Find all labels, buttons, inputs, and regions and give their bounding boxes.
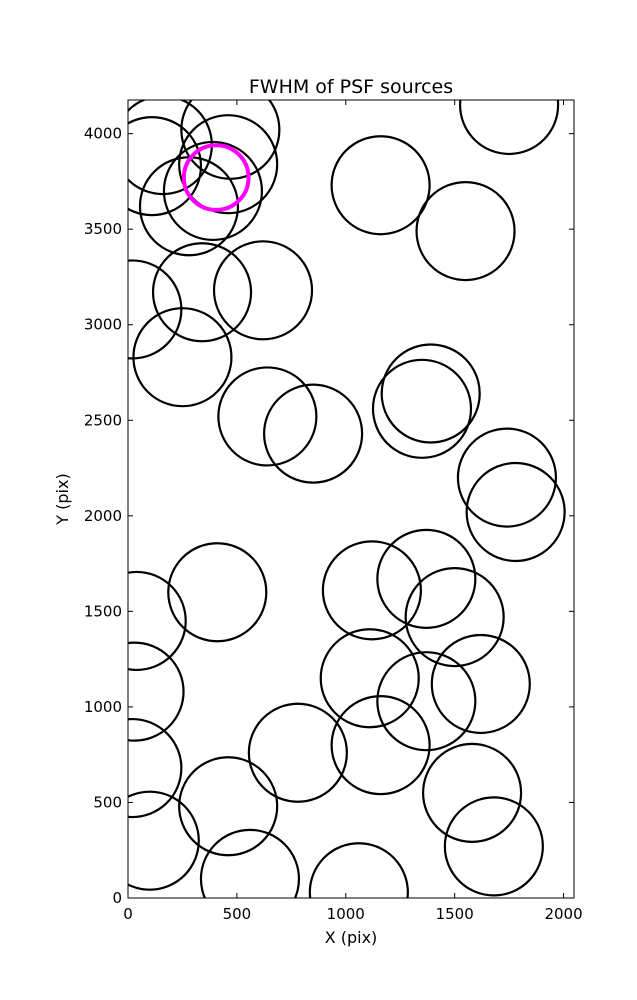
x-tick-label: 1000 — [327, 905, 365, 923]
source-circle — [128, 570, 187, 672]
data-circles — [128, 100, 566, 898]
y-tick-label: 2000 — [84, 507, 122, 525]
source-circle — [162, 140, 264, 242]
y-tick-label: 0 — [112, 889, 122, 907]
source-circle — [380, 343, 481, 444]
source-circle — [212, 240, 314, 341]
source-circle — [132, 307, 233, 408]
source-circle — [151, 242, 253, 343]
y-tick-label: 1000 — [84, 698, 122, 716]
source-circle — [430, 633, 531, 735]
x-tick-label: 2000 — [544, 905, 582, 923]
y-tick-label: 3000 — [84, 316, 122, 334]
source-circle — [128, 116, 203, 217]
x-tick-label: 0 — [123, 905, 133, 923]
source-circle — [421, 742, 523, 843]
source-circle — [217, 366, 318, 467]
source-circle — [415, 180, 516, 282]
y-tick-label: 500 — [93, 793, 122, 811]
source-circle — [199, 828, 301, 898]
y-tick-label: 2500 — [84, 411, 122, 429]
plot-frame — [127, 99, 575, 899]
source-circle — [330, 135, 431, 236]
source-circle — [263, 383, 364, 484]
x-axis: 0 500 1000 1500 2000 — [123, 100, 583, 923]
x-axis-label: X (pix) — [325, 928, 378, 947]
source-circle — [465, 461, 566, 563]
y-axis: 0 500 1000 1500 2000 2500 3000 3500 4000 — [84, 125, 574, 907]
y-tick-label: 1500 — [84, 602, 122, 620]
source-circle — [178, 756, 279, 857]
chart-title: FWHM of PSF sources — [249, 76, 453, 98]
source-circle — [128, 790, 200, 891]
source-circle — [128, 641, 185, 742]
source-circle — [376, 528, 477, 629]
source-circle — [456, 427, 558, 528]
y-axis-label: Y (pix) — [53, 473, 72, 525]
source-circle — [404, 566, 505, 668]
source-circle — [321, 540, 423, 641]
y-tick-label: 3500 — [84, 220, 122, 238]
y-tick-label: 4000 — [84, 125, 122, 143]
source-circle — [308, 842, 409, 898]
source-circle — [319, 628, 420, 729]
source-circle — [443, 796, 544, 897]
source-circle — [376, 651, 477, 752]
source-circle — [459, 100, 560, 156]
source-circle — [128, 717, 183, 819]
source-circle — [247, 702, 348, 803]
source-circle — [178, 114, 279, 215]
source-circle — [167, 542, 268, 643]
source-circle — [128, 259, 183, 360]
highlighted-source-circle — [181, 143, 251, 212]
source-circle — [371, 358, 473, 459]
x-tick-label: 1500 — [436, 905, 474, 923]
source-circle — [138, 156, 240, 257]
source-circle — [330, 695, 431, 796]
x-tick-label: 500 — [223, 905, 252, 923]
